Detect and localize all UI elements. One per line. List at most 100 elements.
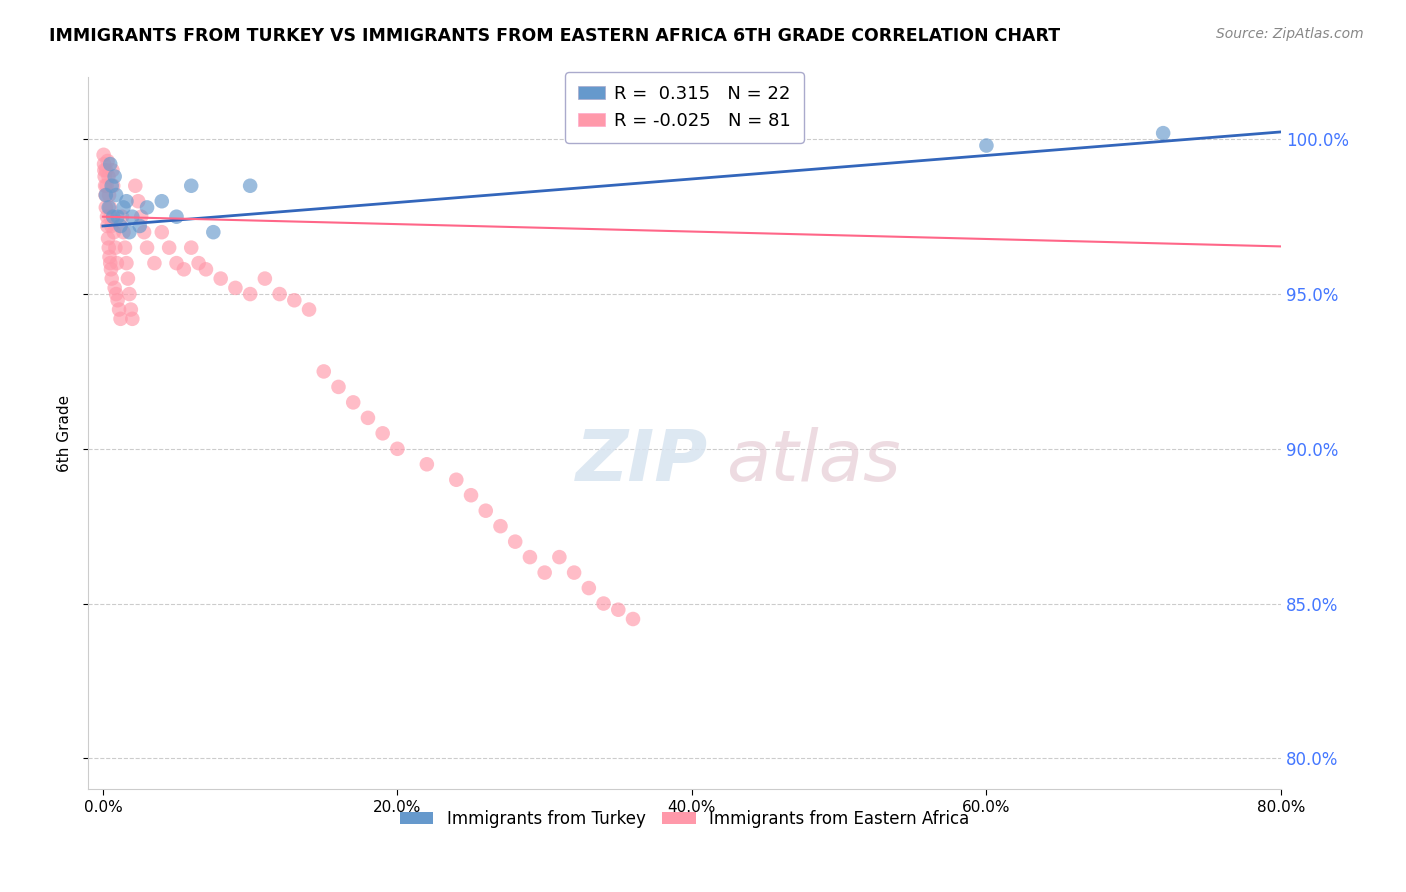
Point <box>269 287 291 301</box>
Point <box>283 293 305 308</box>
Point <box>342 395 364 409</box>
Point <box>460 488 482 502</box>
Point <box>387 442 409 456</box>
Point <box>474 504 496 518</box>
Point <box>118 287 141 301</box>
Point <box>94 163 117 178</box>
Point <box>173 262 195 277</box>
Point <box>180 178 202 193</box>
Point <box>96 178 118 193</box>
Point <box>115 194 138 209</box>
Point <box>202 225 225 239</box>
Point <box>117 271 139 285</box>
Point <box>105 287 128 301</box>
Point <box>180 241 202 255</box>
Point <box>416 457 439 471</box>
Point <box>121 311 143 326</box>
Point <box>187 256 209 270</box>
Point <box>103 210 125 224</box>
Point <box>132 225 155 239</box>
Point <box>100 262 122 277</box>
Point <box>115 256 138 270</box>
Point <box>112 225 135 239</box>
Point <box>489 519 512 533</box>
Point <box>104 281 127 295</box>
Point <box>562 566 585 580</box>
Point <box>194 262 217 277</box>
Point <box>94 188 117 202</box>
Point <box>103 225 125 239</box>
Point <box>104 241 127 255</box>
Point <box>100 210 122 224</box>
Point <box>120 302 142 317</box>
Point <box>519 550 541 565</box>
Point <box>110 311 132 326</box>
Text: ZIP: ZIP <box>576 427 709 496</box>
Text: Source: ZipAtlas.com: Source: ZipAtlas.com <box>1216 27 1364 41</box>
Point <box>98 201 121 215</box>
Point <box>96 210 118 224</box>
Point <box>98 256 121 270</box>
Point <box>312 364 335 378</box>
Point <box>98 188 121 202</box>
Point <box>100 271 122 285</box>
Point <box>446 473 468 487</box>
Point <box>129 210 152 224</box>
Point <box>128 219 150 233</box>
Point <box>112 201 135 215</box>
Point <box>371 426 394 441</box>
Y-axis label: 6th Grade: 6th Grade <box>58 395 72 472</box>
Point <box>97 153 120 168</box>
Text: IMMIGRANTS FROM TURKEY VS IMMIGRANTS FROM EASTERN AFRICA 6TH GRADE CORRELATION C: IMMIGRANTS FROM TURKEY VS IMMIGRANTS FRO… <box>49 27 1060 45</box>
Point <box>103 178 125 193</box>
Point <box>98 157 121 171</box>
Point <box>108 302 131 317</box>
Point <box>104 169 127 184</box>
Point <box>96 219 118 233</box>
Text: atlas: atlas <box>727 427 901 496</box>
Point <box>94 201 117 215</box>
Point <box>136 201 159 215</box>
Point <box>209 271 232 285</box>
Point <box>224 281 246 295</box>
Point <box>121 210 143 224</box>
Point <box>110 219 132 233</box>
Point <box>503 534 526 549</box>
Point <box>124 178 146 193</box>
Point <box>592 597 614 611</box>
Point <box>533 566 555 580</box>
Point <box>607 603 630 617</box>
Point <box>93 163 115 178</box>
Point <box>118 225 141 239</box>
Point <box>239 178 262 193</box>
Point <box>127 194 149 209</box>
Point <box>298 302 321 317</box>
Point <box>166 256 188 270</box>
Point <box>111 210 134 224</box>
Point <box>97 231 120 245</box>
Point <box>239 287 262 301</box>
Point <box>97 241 120 255</box>
Point <box>105 188 128 202</box>
Point <box>328 380 350 394</box>
Point <box>548 550 571 565</box>
Point <box>93 148 115 162</box>
Point <box>107 293 129 308</box>
Point <box>105 256 128 270</box>
Point <box>97 169 120 184</box>
Point <box>150 194 173 209</box>
Point <box>621 612 644 626</box>
Point <box>253 271 276 285</box>
Point <box>114 241 136 255</box>
Point <box>136 241 159 255</box>
Point <box>1152 126 1174 140</box>
Legend: Immigrants from Turkey, Immigrants from Eastern Africa: Immigrants from Turkey, Immigrants from … <box>394 803 976 834</box>
Point <box>97 201 120 215</box>
Point <box>976 138 998 153</box>
Point <box>143 256 166 270</box>
Point <box>93 169 115 184</box>
Point <box>100 219 122 233</box>
Point <box>101 163 124 178</box>
Point <box>107 210 129 224</box>
Point <box>94 188 117 202</box>
